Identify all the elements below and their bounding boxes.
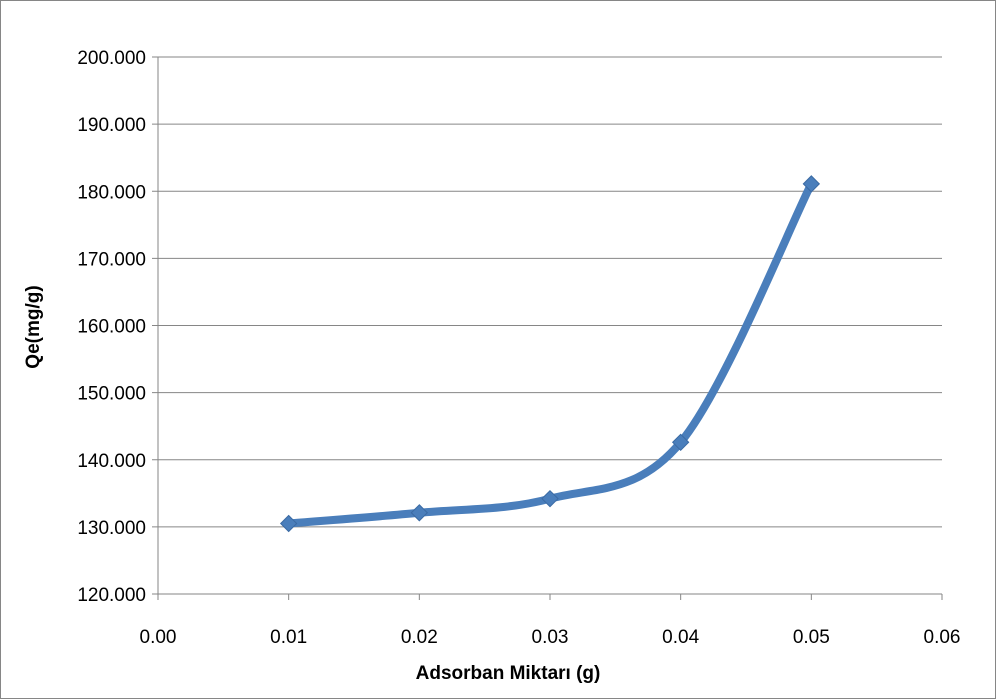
- data-point: [541, 489, 559, 508]
- x-tick-label: 0.01: [270, 627, 307, 648]
- y-tick-label: 170.000: [77, 249, 146, 270]
- x-tick-labels: 0.00 0.01 0.02 0.03 0.04 0.05 0.06: [140, 627, 961, 648]
- axes: [152, 56, 943, 600]
- x-tick-label: 0.05: [793, 627, 830, 648]
- x-tick-label: 0.04: [662, 627, 699, 648]
- y-tick-label: 150.000: [77, 384, 146, 405]
- y-tick-labels: 120.000 130.000 140.000 150.000 160.000 170.0…: [77, 48, 146, 606]
- y-tick-label: 140.000: [77, 451, 146, 472]
- series-group: [279, 175, 821, 533]
- x-tick-label: 0.03: [532, 627, 569, 648]
- gridlines: [158, 56, 942, 528]
- y-tick-label: 200.000: [77, 48, 146, 69]
- x-tick-label: 0.02: [401, 627, 438, 648]
- series-line: [284, 179, 816, 528]
- x-tick-label: 0.00: [140, 627, 177, 648]
- y-tick-label: 190.000: [77, 115, 146, 136]
- data-point: [410, 504, 429, 522]
- y-tick-label: 180.000: [77, 182, 146, 203]
- data-point: [279, 514, 298, 533]
- x-tick-label: 0.06: [924, 627, 961, 648]
- x-axis-title: Adsorban Miktarı (g): [416, 663, 601, 684]
- y-tick-label: 160.000: [77, 317, 146, 338]
- data-point: [802, 175, 821, 193]
- y-tick-label: 130.000: [77, 518, 146, 539]
- y-tick-label: 120.000: [77, 585, 146, 606]
- data-point: [671, 433, 690, 452]
- y-axis-title: Qe(mg/g): [23, 285, 44, 368]
